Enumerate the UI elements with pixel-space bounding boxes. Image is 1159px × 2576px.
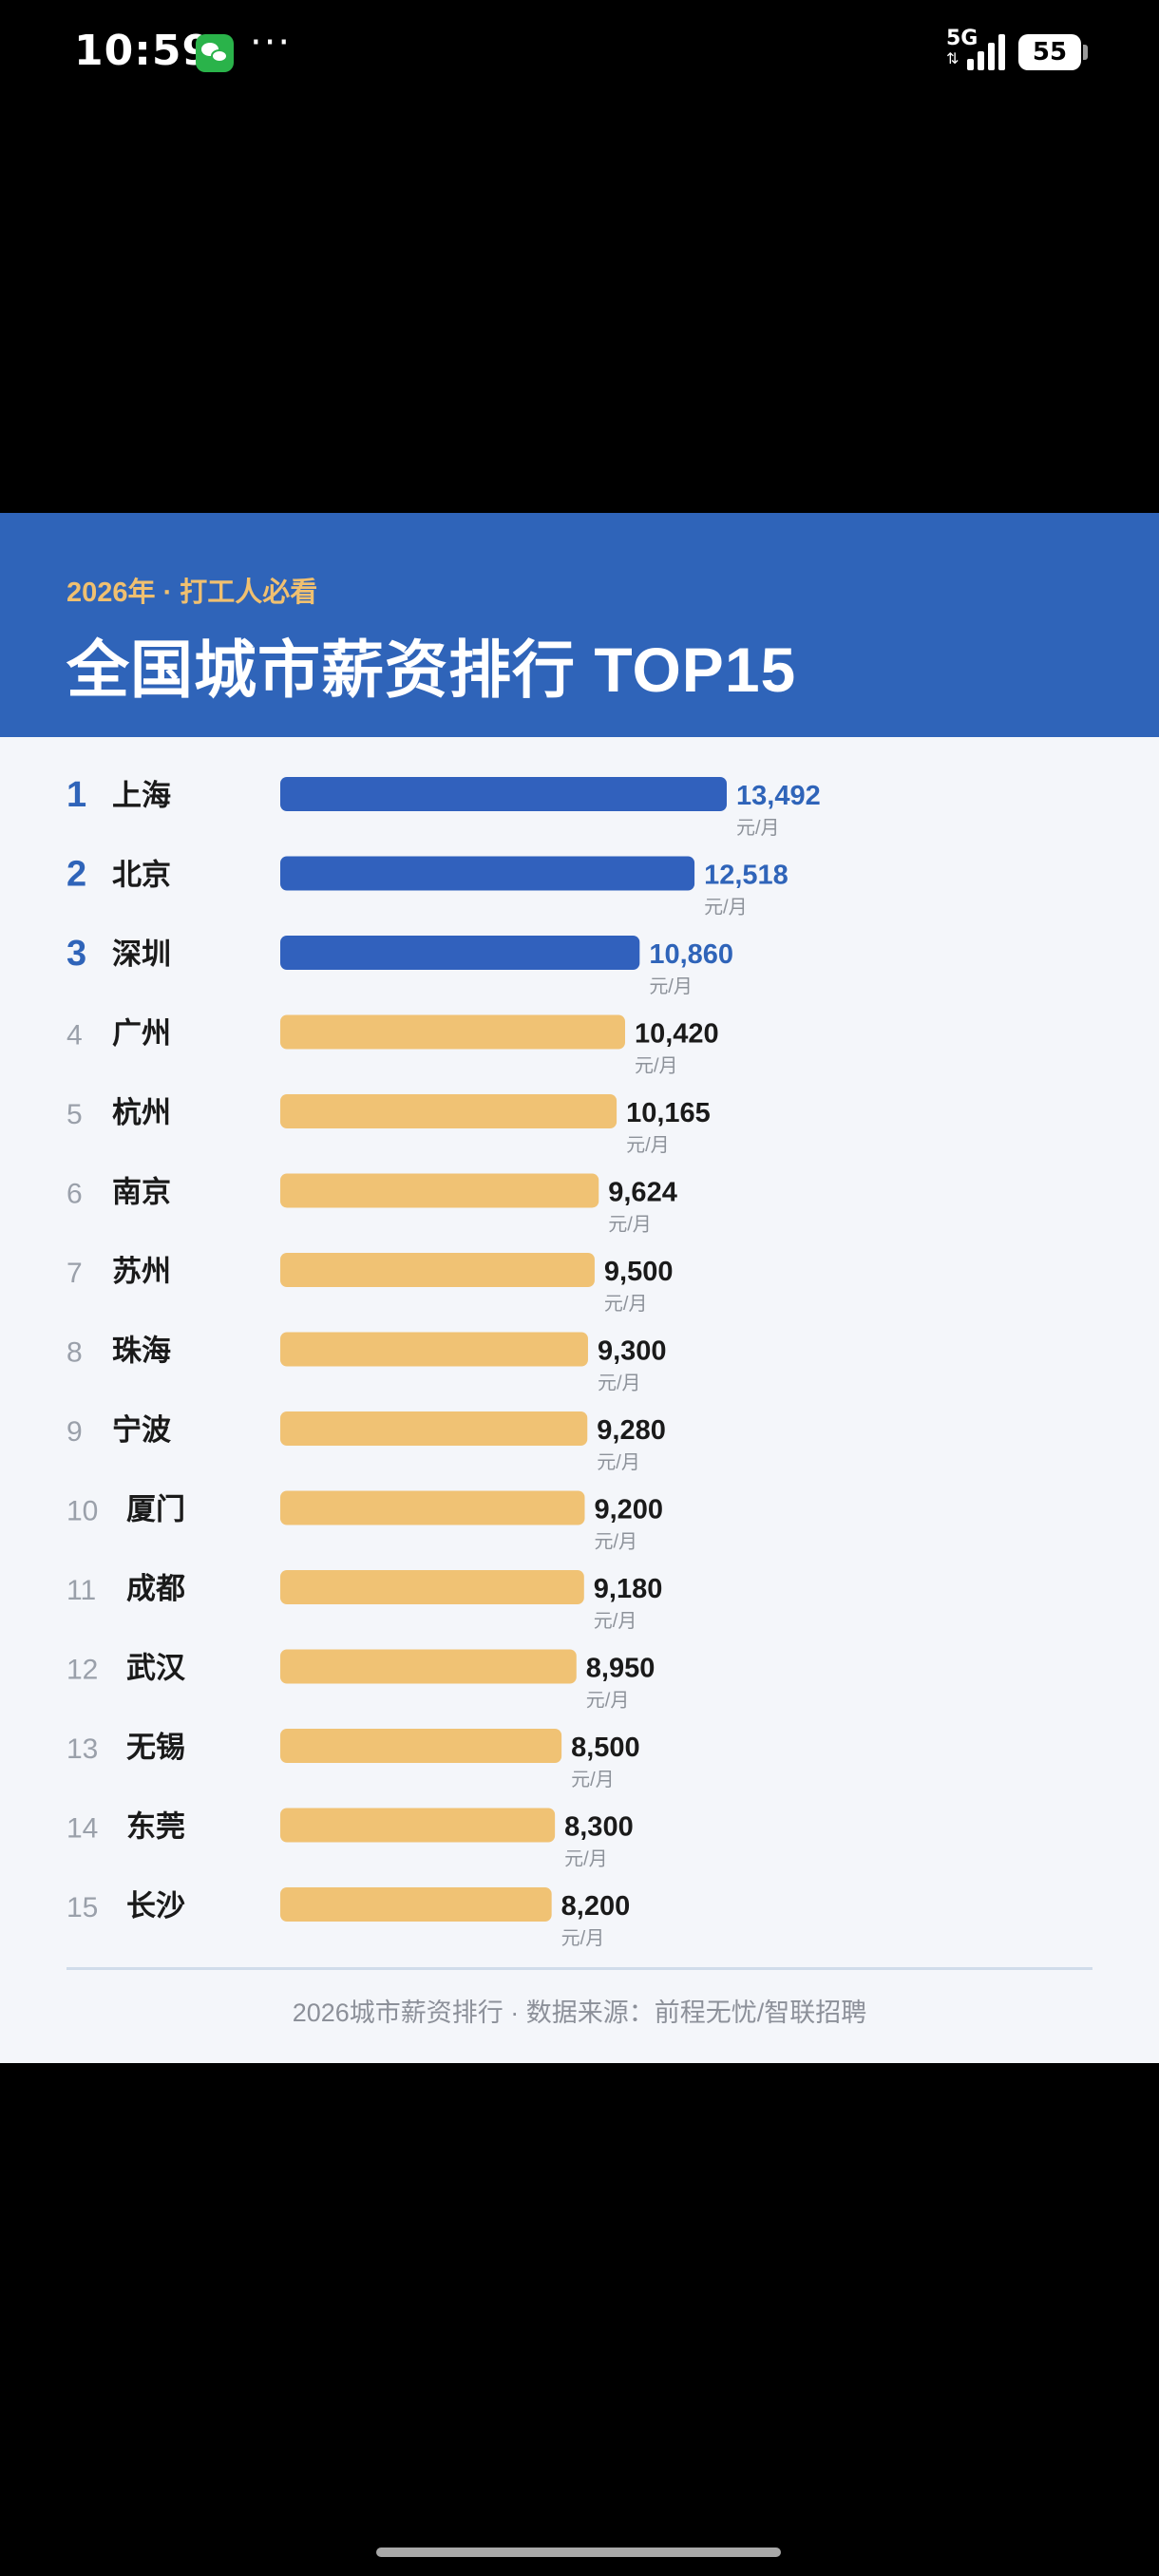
salary-unit-label: 元/月 xyxy=(586,1691,630,1712)
rank-number: 2 xyxy=(66,855,86,895)
city-label: 上海 xyxy=(112,779,171,812)
salary-value-label: 10,420 xyxy=(635,1019,719,1050)
salary-bar xyxy=(280,1094,618,1128)
salary-unit-label: 元/月 xyxy=(561,1928,605,1949)
salary-bar xyxy=(280,1490,585,1525)
city-label: 长沙 xyxy=(126,1889,185,1923)
salary-unit-label: 元/月 xyxy=(608,1215,652,1236)
rank-number: 12 xyxy=(66,1655,98,1686)
salary-bar xyxy=(280,1808,556,1843)
city-label: 成都 xyxy=(126,1572,185,1605)
salary-value-label: 9,624 xyxy=(608,1178,677,1208)
rank-number: 7 xyxy=(66,1258,83,1289)
rank-number: 13 xyxy=(66,1733,98,1765)
battery-icon: 55 xyxy=(1018,34,1081,70)
city-label: 深圳 xyxy=(112,938,171,971)
salary-unit-label: 元/月 xyxy=(571,1770,615,1790)
salary-bar-chart: 1 上海 13,492 元/月 2 北京 12,518 元/月 3 深圳 10,860 元/月 4 广州 1… xyxy=(0,737,1159,1972)
home-indicator[interactable] xyxy=(376,2548,781,2557)
rank-number: 9 xyxy=(66,1416,83,1448)
salary-value-label: 8,500 xyxy=(571,1733,640,1763)
salary-unit-label: 元/月 xyxy=(604,1294,648,1315)
status-time: 10:59 xyxy=(74,27,213,75)
salary-bar xyxy=(280,1332,588,1367)
salary-value-label: 8,950 xyxy=(586,1654,656,1684)
salary-bar xyxy=(280,1173,599,1208)
salary-unit-label: 元/月 xyxy=(564,1849,608,1870)
salary-unit-label: 元/月 xyxy=(594,1532,637,1553)
salary-value-label: 10,165 xyxy=(626,1098,711,1128)
salary-unit-label: 元/月 xyxy=(704,898,748,919)
city-label: 广州 xyxy=(112,1017,171,1051)
rank-number: 5 xyxy=(66,1099,83,1130)
salary-value-label: 9,200 xyxy=(594,1495,663,1525)
salary-bar xyxy=(280,1253,595,1287)
salary-unit-label: 元/月 xyxy=(598,1373,641,1394)
salary-bar xyxy=(280,1411,588,1446)
rank-number: 14 xyxy=(66,1813,98,1845)
city-label: 杭州 xyxy=(112,1096,171,1129)
city-label: 北京 xyxy=(112,859,171,892)
salary-bar xyxy=(280,1014,625,1050)
wechat-icon xyxy=(196,34,234,72)
salary-bar xyxy=(280,777,727,811)
salary-bar xyxy=(280,1649,577,1684)
rank-number: 11 xyxy=(66,1575,96,1606)
salary-unit-label: 元/月 xyxy=(736,818,780,839)
salary-value-label: 8,300 xyxy=(564,1812,634,1843)
rank-number: 6 xyxy=(66,1179,83,1210)
rank-number: 3 xyxy=(66,934,86,974)
salary-unit-label: 元/月 xyxy=(597,1452,640,1473)
city-label: 苏州 xyxy=(112,1255,171,1288)
city-label: 南京 xyxy=(112,1176,171,1209)
chart-svg: 1 上海 13,492 元/月 2 北京 12,518 元/月 3 深圳 10,860 元/月 4 广州 1… xyxy=(66,775,821,1949)
battery-cap xyxy=(1083,45,1088,60)
rank-number: 4 xyxy=(66,1020,83,1051)
signal-icon xyxy=(967,32,1007,70)
salary-value-label: 8,200 xyxy=(561,1891,631,1922)
status-bar: 10:59 ··· 5G ⇅ 55 xyxy=(0,0,1159,104)
salary-bar xyxy=(280,1570,584,1604)
rank-number: 8 xyxy=(66,1337,83,1369)
rank-number: 1 xyxy=(66,775,86,815)
salary-ranking-card: 2026年 · 打工人必看 全国城市薪资排行 TOP15 1 上海 13,492 元/… xyxy=(0,513,1159,2063)
salary-value-label: 13,492 xyxy=(736,781,821,811)
salary-value-label: 9,500 xyxy=(604,1257,674,1287)
card-subtitle: 2026年 · 打工人必看 xyxy=(66,578,318,608)
city-label: 珠海 xyxy=(112,1335,171,1368)
salary-bar xyxy=(280,936,640,970)
more-icon: ··· xyxy=(250,21,293,65)
rank-number: 10 xyxy=(66,1496,98,1527)
card-header: 2026年 · 打工人必看 全国城市薪资排行 TOP15 xyxy=(0,513,1159,737)
city-label: 无锡 xyxy=(126,1731,185,1764)
city-label: 武汉 xyxy=(126,1652,186,1685)
card-title: 全国城市薪资排行 TOP15 xyxy=(66,635,797,705)
salary-unit-label: 元/月 xyxy=(594,1611,637,1632)
city-label: 宁波 xyxy=(112,1413,171,1447)
source-footer: 2026城市薪资排行 · 数据来源：前程无忧/智联招聘 xyxy=(292,1998,867,2027)
salary-value-label: 9,280 xyxy=(597,1415,666,1446)
salary-value-label: 10,860 xyxy=(649,939,733,970)
city-label: 厦门 xyxy=(126,1493,185,1526)
network-label: 5G xyxy=(946,27,978,50)
salary-bar xyxy=(280,1729,562,1763)
salary-value-label: 9,180 xyxy=(594,1574,663,1604)
salary-bar xyxy=(280,856,695,891)
salary-value-label: 12,518 xyxy=(704,861,788,891)
salary-value-label: 9,300 xyxy=(598,1336,667,1367)
salary-unit-label: 元/月 xyxy=(626,1135,670,1156)
data-transfer-icon: ⇅ xyxy=(946,49,960,67)
footer-divider xyxy=(66,1967,1092,1970)
rank-number: 15 xyxy=(66,1892,98,1923)
salary-unit-label: 元/月 xyxy=(649,976,693,997)
city-label: 东莞 xyxy=(126,1810,185,1844)
salary-bar xyxy=(280,1887,552,1922)
salary-unit-label: 元/月 xyxy=(635,1056,678,1077)
